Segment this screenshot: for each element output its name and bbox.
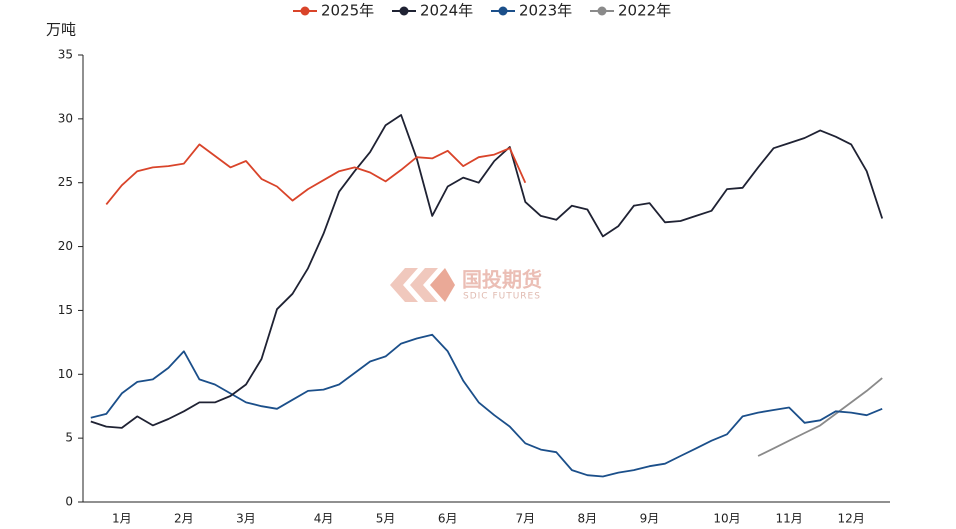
x-tick-label: 4月 bbox=[314, 512, 334, 526]
x-tick-label: 12月 bbox=[838, 512, 865, 526]
x-tick-label: 10月 bbox=[713, 512, 740, 526]
x-tick-label: 6月 bbox=[438, 512, 458, 526]
watermark-subtext: SDIC FUTURES bbox=[463, 292, 541, 302]
unit-label: 万吨 bbox=[46, 21, 76, 39]
watermark-logo bbox=[390, 268, 455, 302]
legend-label: 2023年 bbox=[519, 2, 572, 20]
y-tick-label: 0 bbox=[65, 495, 73, 509]
legend-label: 2025年 bbox=[321, 2, 374, 20]
legend-marker bbox=[597, 6, 607, 16]
x-tick-label: 8月 bbox=[578, 512, 598, 526]
y-tick-label: 30 bbox=[58, 111, 73, 125]
y-tick-label: 35 bbox=[58, 48, 73, 62]
series-line bbox=[90, 114, 884, 429]
series-line bbox=[90, 333, 883, 478]
x-tick-label: 7月 bbox=[515, 512, 535, 526]
series-line bbox=[105, 143, 527, 205]
y-tick-label: 10 bbox=[58, 367, 73, 381]
legend-label: 2022年 bbox=[618, 2, 671, 20]
y-tick-label: 20 bbox=[58, 239, 73, 253]
watermark: 国投期货 SDIC FUTURES bbox=[390, 268, 542, 302]
x-tick-label: 9月 bbox=[640, 512, 660, 526]
y-tick-label: 15 bbox=[58, 303, 73, 317]
y-tick-label: 5 bbox=[65, 431, 73, 445]
series-line bbox=[757, 377, 883, 457]
x-tick-label: 1月 bbox=[112, 512, 132, 526]
legend-marker bbox=[399, 6, 409, 16]
x-tick-label: 2月 bbox=[174, 512, 194, 526]
y-tick-label: 25 bbox=[58, 175, 73, 189]
x-tick-label: 11月 bbox=[775, 512, 802, 526]
watermark-text: 国投期货 bbox=[462, 268, 542, 292]
x-tick-label: 5月 bbox=[376, 512, 396, 526]
legend-marker bbox=[300, 6, 310, 16]
x-tick-label: 3月 bbox=[236, 512, 256, 526]
legend-marker bbox=[498, 6, 508, 16]
legend: 2025年 2024年 2023年 2022年 bbox=[293, 2, 671, 20]
legend-label: 2024年 bbox=[420, 2, 473, 20]
